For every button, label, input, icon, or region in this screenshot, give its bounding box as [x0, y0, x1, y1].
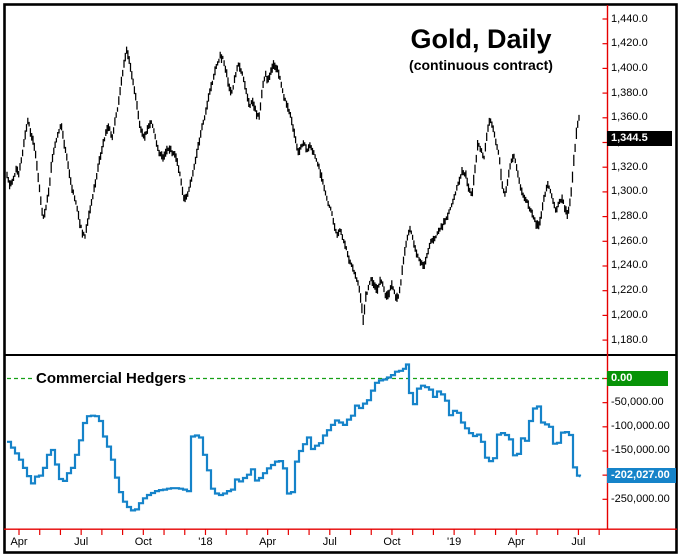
price-axis-tick-label: 1,220.0 [611, 284, 648, 297]
price-axis-tick-label: 1,420.0 [611, 37, 648, 50]
price-axis-tick-label: 1,200.0 [611, 308, 648, 321]
price-axis-tick-label: 1,260.0 [611, 234, 648, 247]
time-axis-label: Apr [507, 536, 525, 548]
chart-frame [3, 3, 678, 554]
price-axis-tick-label: 1,280.0 [611, 210, 648, 223]
price-axis-tick-label: 1,440.0 [611, 12, 648, 25]
hedgers-pane-title: Commercial Hedgers [33, 369, 190, 388]
chart-subtitle: (continuous contract) [409, 57, 553, 73]
price-axis-tick-label: 1,380.0 [611, 86, 648, 99]
price-axis-tick-label: 1,320.0 [611, 160, 648, 173]
price-axis-tick-label: 1,300.0 [611, 185, 648, 198]
hedgers-axis-tick-label: -250,000.00 [611, 492, 670, 505]
time-axis-label: Apr [10, 536, 28, 548]
zero-value-badge: 0.00 [607, 371, 668, 386]
hedgers-value-badge: -202,027.00 [607, 468, 676, 483]
hedgers-axis-tick-label: -100,000.00 [611, 420, 670, 433]
hedgers-axis-tick-label: -150,000.00 [611, 444, 670, 457]
time-axis-label: Apr [259, 536, 277, 548]
gold-price-series [6, 46, 580, 325]
hedgers-axis-tick-label: -50,000.00 [611, 396, 664, 409]
price-axis-tick-label: 1,180.0 [611, 333, 648, 346]
time-axis-label: '18 [198, 536, 213, 548]
time-axis-label: '19 [446, 536, 462, 548]
time-axis-label: Jul [322, 536, 337, 548]
price-axis-tick-label: 1,360.0 [611, 111, 648, 124]
last-price-badge: 1,344.5 [607, 131, 672, 146]
chart-title: Gold, Daily [410, 24, 552, 54]
time-axis-label: Oct [134, 536, 152, 548]
price-axis-tick-label: 1,240.0 [611, 259, 648, 272]
time-axis-label: Oct [383, 536, 401, 548]
commercial-hedgers-series [7, 363, 582, 512]
time-axis-label: Jul [74, 536, 89, 548]
time-axis-label: Jul [571, 536, 586, 548]
price-axis-tick-label: 1,400.0 [611, 61, 648, 74]
